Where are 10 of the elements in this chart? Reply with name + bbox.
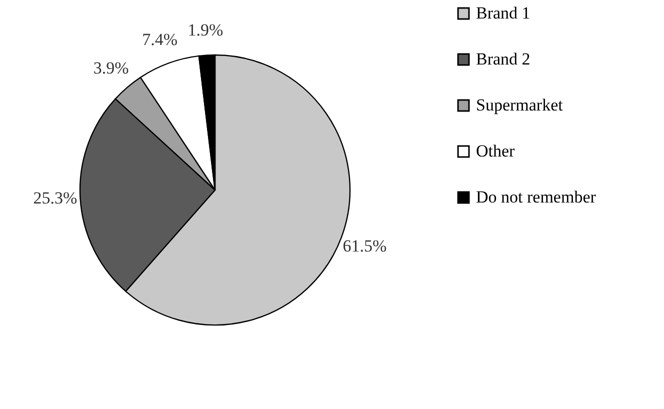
data-label: 1.9%	[188, 20, 224, 40]
data-label: 25.3%	[33, 188, 78, 208]
legend-label: Other	[476, 142, 516, 160]
legend-label: Supermarket	[476, 96, 564, 114]
data-label: 7.4%	[142, 30, 178, 49]
legend-label: Do not remember	[476, 188, 596, 206]
data-label: 3.9%	[93, 58, 129, 78]
legend-label: Brand 2	[476, 50, 530, 68]
data-label: 61.5%	[342, 236, 387, 256]
legend-label: Brand 1	[476, 4, 530, 22]
